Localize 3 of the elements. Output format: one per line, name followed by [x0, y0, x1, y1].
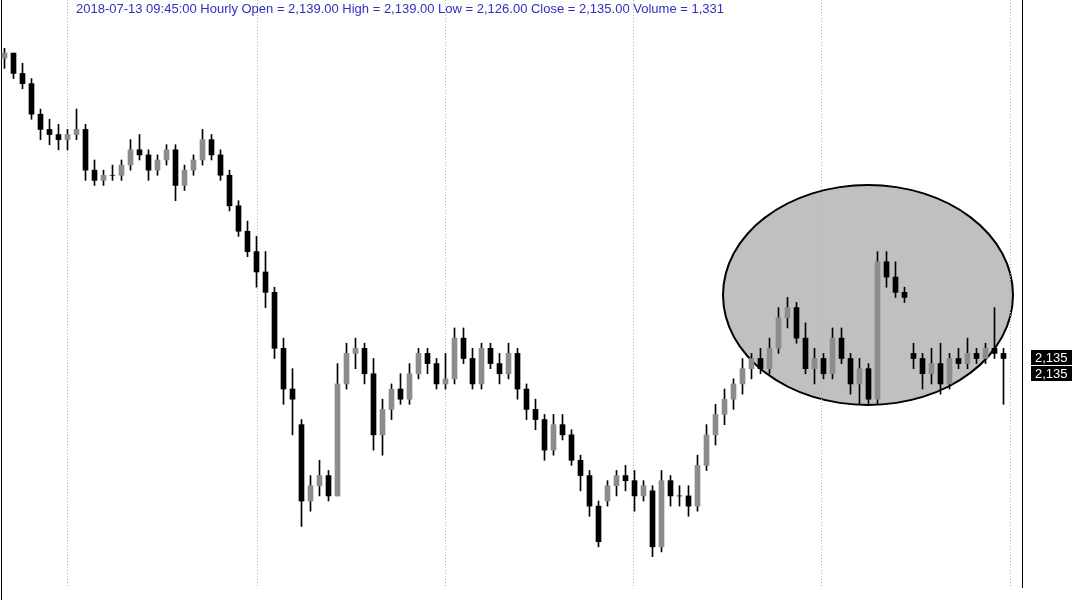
- text: 2,135: [1031, 366, 1072, 382]
- text: 2,135: [1031, 350, 1072, 366]
- chart-title: 2018-07-13 09:45:00 Hourly Open = 2,139.00 High = 2,139.00 Low = 2,126.00 Close = 2,135.00 Volume = 1,331: [76, 1, 724, 16]
